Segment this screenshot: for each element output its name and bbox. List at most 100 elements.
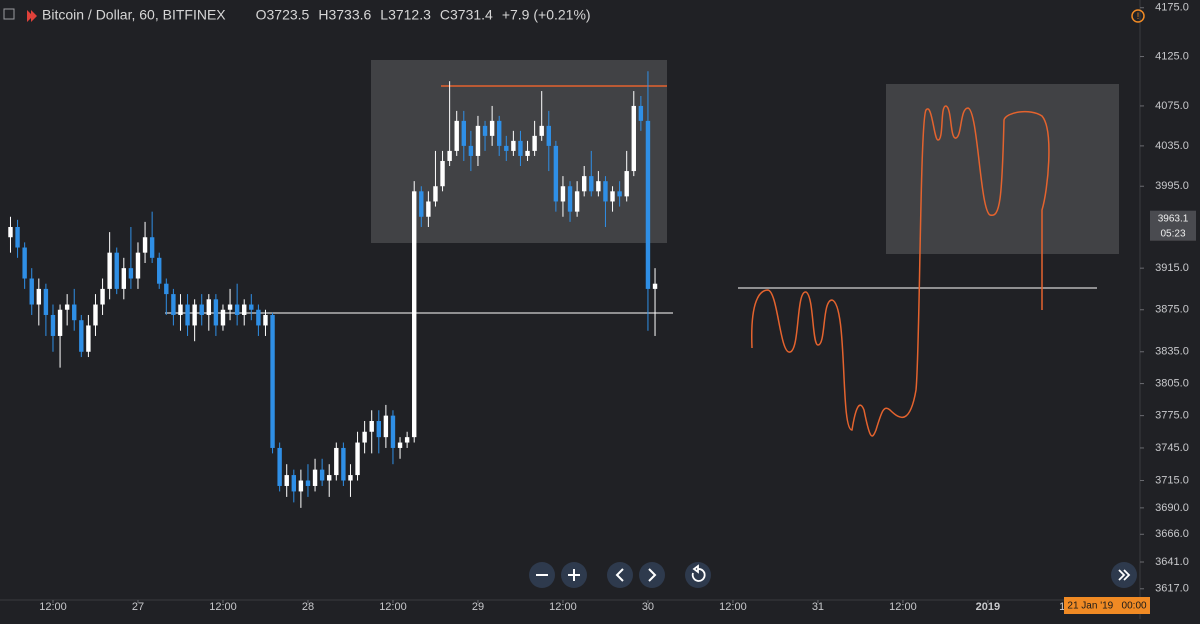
candle-body [433,186,438,202]
candle-body [298,480,304,492]
header-value: +7.9 (+0.21%) [502,7,591,23]
candle-body [128,268,134,279]
candle-body [652,283,658,289]
y-tick-label: 4175.0 [1155,2,1189,14]
candle-body [610,191,615,202]
candle-body [100,288,105,305]
symbol-title[interactable]: Bitcoin / Dollar, 60, BITFINEX [42,7,226,23]
reset-button[interactable] [685,562,711,588]
candle-body [192,304,197,326]
candle-body [560,186,566,202]
candle-body [164,283,169,295]
candle-body [178,304,183,315]
candle-body [305,480,311,486]
candle-body [603,181,608,202]
candle-body [518,140,523,156]
candle-body [383,415,389,438]
y-tick-label: 3666.0 [1155,528,1189,540]
candle-body [157,257,162,284]
candle-body [426,201,431,217]
x-tick-label: 31 [812,601,824,613]
y-tick-label: 3715.0 [1155,474,1189,486]
candle-body [454,120,459,151]
candle-body [277,447,282,486]
candle-body [50,314,56,336]
candle-body [376,421,381,438]
y-tick-label: 3617.0 [1155,583,1189,595]
candle-body [171,294,176,315]
candle-body [256,309,261,326]
candle-body [461,120,466,146]
candle-body [574,191,580,212]
candle-body [242,304,247,315]
icon [648,568,657,582]
icon [1118,569,1131,581]
expand-icon[interactable] [3,8,15,20]
x-tick-label: 28 [302,601,314,613]
candle-body [121,268,127,289]
candle-body [319,469,325,481]
candle-body [234,304,240,315]
candle-body [64,304,70,310]
candle-body [213,299,219,326]
candle-body [567,186,573,212]
candle-body [327,475,332,481]
alert-icon[interactable] [1131,9,1145,23]
candle-body [107,252,112,289]
y-tick-label: 4035.0 [1155,140,1189,152]
candle-body [36,288,42,305]
y-tick-label: 4125.0 [1155,50,1189,62]
candle-body [79,320,84,352]
x-tick-label: 12:00 [39,601,67,613]
header-value: C3731.4 [440,7,493,23]
exchange-logo [27,10,37,22]
icon [568,569,580,581]
candle-body [362,431,367,443]
scroll-left-button[interactable] [607,562,633,588]
candle-body [624,171,629,197]
candle-body [475,125,481,156]
scroll-right-button[interactable] [639,562,665,588]
x-tick-label: 12:00 [209,601,237,613]
candle-body [617,191,622,197]
candle-body [312,469,318,486]
candle-body [546,125,551,146]
candle-body [149,237,155,258]
candle-body [284,475,289,486]
header-value: O3723.5 [256,7,310,23]
candle-body [15,226,20,248]
candle-body [404,437,410,443]
y-tick-label: 3995.0 [1155,180,1189,192]
header-value: L3712.3 [380,7,431,23]
candle-body [390,415,396,448]
x-tick-label: 2019 [976,601,1000,613]
x-tick-label: 12:00 [549,601,577,613]
alert-mark: ! [1137,11,1140,21]
candle-body [206,299,212,315]
candle-body [596,181,601,192]
freehand-path [751,105,1050,437]
candle-body [355,442,360,476]
y-tick-label: 3915.0 [1155,262,1189,274]
crosshair-price: 3963.1 [1158,213,1189,224]
candle-body [348,475,353,481]
crosshair-time: 21 Jan '19 00:00 [1067,601,1147,612]
candle-body [114,252,119,289]
candle-body [468,145,474,156]
y-tick-label: 3805.0 [1155,377,1189,389]
y-tick-label: 3641.0 [1155,556,1189,568]
y-tick-label: 3835.0 [1155,346,1189,358]
x-tick-label: 29 [472,601,484,613]
candle-body [638,105,644,121]
icon [615,568,624,582]
candle-body [412,191,417,438]
candle-body [22,247,27,279]
y-tick-label: 3875.0 [1155,304,1189,316]
x-tick-label: 12:00 [719,601,747,613]
candle-body [539,125,544,136]
candle-body [72,304,77,321]
candle-body [29,278,34,305]
candle-body [263,314,268,326]
candle-body [631,105,636,172]
candle-body [142,237,148,253]
